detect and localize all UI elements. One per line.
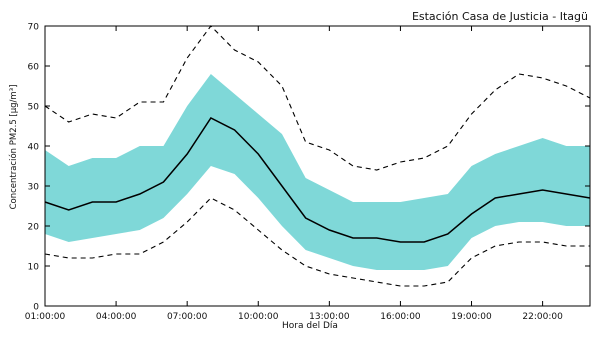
- series-upper-extreme-line: [44, 25, 591, 171]
- y-tick-label: 10: [28, 263, 40, 273]
- axis-layer: [44, 25, 591, 307]
- x-tick-label: 13:00:00: [309, 312, 350, 322]
- x-axis-label: Hora del Día: [282, 321, 338, 331]
- chart-title: Estación Casa de Justicia - Itagü: [412, 10, 588, 23]
- series-band-area: [45, 74, 590, 270]
- tick-layer: 0 10 20 30 40 50 60 70 01:00:00 04:00:00 07:00:00 1…: [25, 23, 590, 322]
- y-tick-label: 50: [28, 103, 40, 113]
- x-tick-label: 22:00:00: [522, 312, 563, 322]
- x-tick-label: 04:00:00: [96, 312, 137, 322]
- plot-frame: [44, 25, 591, 307]
- y-tick-label: 70: [28, 23, 40, 33]
- x-tick-label: 10:00:00: [238, 312, 279, 322]
- x-tick-label: 19:00:00: [451, 312, 492, 322]
- x-tick-label: 16:00:00: [380, 312, 421, 322]
- y-tick-label: 60: [28, 63, 40, 73]
- series-lower-extreme-line: [44, 197, 590, 287]
- y-tick-label: 20: [28, 223, 40, 233]
- series-mean-line: [44, 117, 591, 243]
- y-tick-label: 0: [33, 303, 39, 313]
- y-tick-label: 40: [28, 143, 40, 153]
- y-axis-label: Concentración PM2.5 [µg/m³]: [8, 85, 19, 210]
- x-tick-label: 07:00:00: [167, 312, 208, 322]
- y-tick-label: 30: [28, 183, 40, 193]
- plot-area: [44, 25, 591, 287]
- x-tick-label: 01:00:00: [25, 312, 66, 322]
